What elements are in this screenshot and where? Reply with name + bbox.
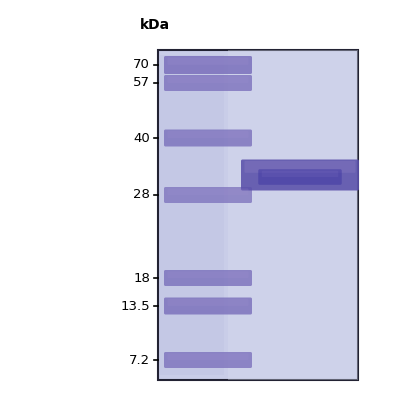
Text: 7.2: 7.2 [129, 354, 150, 367]
FancyBboxPatch shape [168, 354, 248, 360]
FancyBboxPatch shape [164, 129, 252, 147]
FancyBboxPatch shape [164, 75, 252, 91]
Text: 13.5: 13.5 [120, 299, 150, 312]
Bar [160, 55, 224, 375]
FancyBboxPatch shape [168, 131, 248, 138]
FancyBboxPatch shape [168, 188, 248, 195]
FancyBboxPatch shape [241, 160, 359, 190]
FancyBboxPatch shape [164, 297, 252, 314]
Text: 70: 70 [133, 59, 150, 72]
Text: 18: 18 [133, 272, 150, 284]
Text: 28: 28 [133, 188, 150, 202]
FancyBboxPatch shape [258, 169, 342, 185]
Bar [228, 50, 358, 380]
FancyBboxPatch shape [164, 352, 252, 368]
FancyBboxPatch shape [164, 187, 252, 203]
Text: 40: 40 [133, 131, 150, 145]
FancyBboxPatch shape [168, 76, 248, 83]
FancyBboxPatch shape [164, 56, 252, 74]
FancyBboxPatch shape [168, 57, 248, 65]
FancyBboxPatch shape [168, 299, 248, 306]
FancyBboxPatch shape [262, 171, 338, 177]
FancyBboxPatch shape [244, 161, 356, 173]
FancyBboxPatch shape [168, 272, 248, 278]
FancyBboxPatch shape [158, 50, 358, 380]
Text: kDa: kDa [140, 18, 170, 32]
FancyBboxPatch shape [164, 270, 252, 286]
Text: 57: 57 [133, 76, 150, 89]
